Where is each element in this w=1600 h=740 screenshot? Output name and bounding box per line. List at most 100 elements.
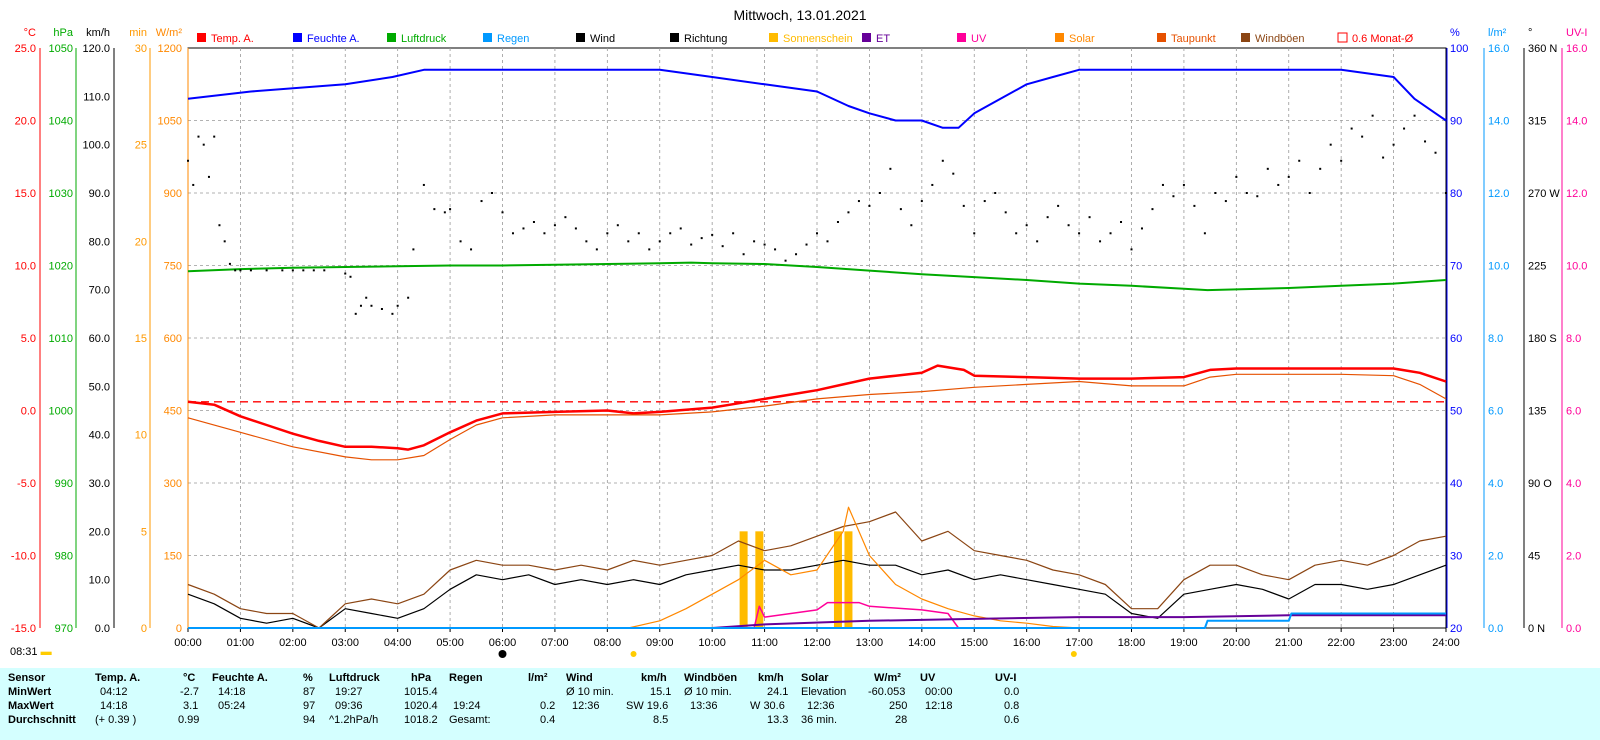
wind-tick-label: 60.0 [89,333,110,345]
humidity-tick-label: 30 [1450,551,1462,563]
wind-direction-point [679,227,682,230]
wind-direction-point [648,248,651,251]
wind-direction-point [354,312,357,315]
wind-direction-point [774,248,777,251]
x-tick-label: 05:00 [436,637,464,649]
x-tick-label: 22:00 [1327,637,1355,649]
legend-label: UV [971,33,987,45]
temp-tick-label: 15.0 [15,188,36,200]
cell: 12:36 [807,700,835,712]
dir-tick-label: 225 [1528,261,1546,273]
col-unit: % [303,672,313,684]
wind-direction-point [1015,232,1018,235]
rain-tick-label: 4.0 [1488,478,1503,490]
wind-direction-point [585,240,588,243]
uv-tick-label: 0.0 [1566,623,1581,635]
wind-direction-point [658,240,661,243]
humidity-tick-label: 100 [1450,43,1468,55]
x-tick-label: 00:00 [174,637,202,649]
series-line-et [712,614,1446,629]
cell: W 30.6 [750,700,785,712]
rain-tick-label: 0.0 [1488,623,1503,635]
x-tick-label: 11:00 [751,637,778,649]
x-tick-label: 03:00 [331,637,359,649]
wind-direction-point [302,269,305,272]
cell: 8.5 [653,714,669,726]
wind-tick-label: 70.0 [89,285,110,297]
cell: 1020.4 [404,700,438,712]
legend-label: Sonnenschein [783,33,853,45]
x-tick-label: 24:00 [1432,637,1460,649]
dir-axis-unit: ° [1528,27,1532,39]
wind-direction-point [616,224,619,227]
cell: Elevation [801,686,847,698]
pressure-tick-label: 980 [55,551,73,563]
wind-direction-point [207,175,210,178]
pressure-tick-label: 1010 [49,333,73,345]
humidity-axis-unit: % [1450,27,1460,39]
series-line-uv [753,601,960,629]
temp-tick-label: -5.0 [17,478,36,490]
pressure-tick-label: 970 [55,623,73,635]
legend-swatch [1241,33,1250,42]
dir-tick-label: 270 W [1528,188,1560,200]
wind-direction-point [349,275,352,278]
wind-direction-point [784,259,787,262]
wind-direction-point [732,232,735,235]
col-header: Solar [801,672,829,684]
wind-direction-point [1361,135,1364,138]
legend-swatch [769,33,778,42]
wind-direction-point [223,240,226,243]
legend-label: Wind [590,33,615,45]
cell: 0.0 [1004,686,1020,698]
uv-axis-unit: UV-I [1566,27,1587,39]
cell: 0.99 [178,714,200,726]
humidity-tick-label: 90 [1450,116,1462,128]
wind-direction-point [359,304,362,307]
wind-direction-point [291,269,294,272]
pressure-tick-label: 1050 [49,43,73,55]
wind-direction-point [1403,127,1406,130]
dir-tick-label: 0 N [1528,623,1545,635]
humidity-tick-label: 50 [1450,406,1462,418]
wind-direction-point [1057,204,1060,207]
wind-direction-point [249,269,252,272]
wind-direction-point [365,296,368,299]
wind-direction-point [889,167,892,170]
wind-direction-point [553,224,556,227]
temp-tick-label: 20.0 [15,116,36,128]
legend-swatch [576,33,585,42]
wind-direction-point [192,183,195,186]
wind-direction-point [1120,221,1123,223]
pressure-tick-label: 990 [55,478,73,490]
wind-direction-point [742,253,745,256]
wind-direction-point [795,253,798,256]
uv-tick-label: 6.0 [1566,406,1581,418]
col-unit: l/m² [528,672,548,684]
wind-direction-point [480,200,483,203]
wind-direction-point [606,232,609,235]
wind-direction-point [1308,192,1311,194]
sun-tick-label: 20 [135,236,147,248]
x-tick-label: 20:00 [1223,637,1251,649]
legend-swatch [293,33,302,42]
wind-direction-point [1298,159,1301,162]
cell: 250 [889,700,908,712]
wind-direction-point [1392,143,1395,146]
wind-direction-point [491,192,494,194]
wind-direction-point [941,159,944,162]
rain-tick-label: 8.0 [1488,333,1503,345]
cell: 1018.2 [404,714,438,726]
cell: Ø 10 min. [684,686,732,698]
solar-axis-unit: W/m² [156,27,183,39]
wind-tick-label: 30.0 [89,478,110,490]
wind-direction-point [1329,143,1332,146]
wind-direction-point [380,308,383,310]
wind-direction-point [522,227,525,230]
legend-label: Temp. A. [211,33,254,45]
col-header: Feuchte A. [212,672,268,684]
solar-tick-label: 1050 [158,116,182,128]
cell: 87 [303,686,316,698]
wind-direction-point [962,204,965,207]
humidity-tick-label: 70 [1450,261,1462,273]
